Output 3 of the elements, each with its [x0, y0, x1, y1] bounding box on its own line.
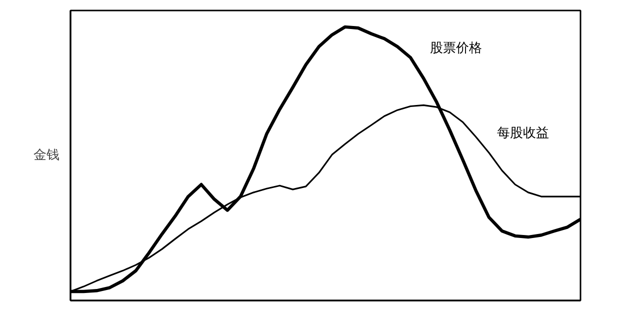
series-label: 每股收益	[496, 126, 549, 142]
y-axis-title: 金钱	[34, 148, 60, 163]
series-label: 股票价格	[430, 40, 482, 56]
